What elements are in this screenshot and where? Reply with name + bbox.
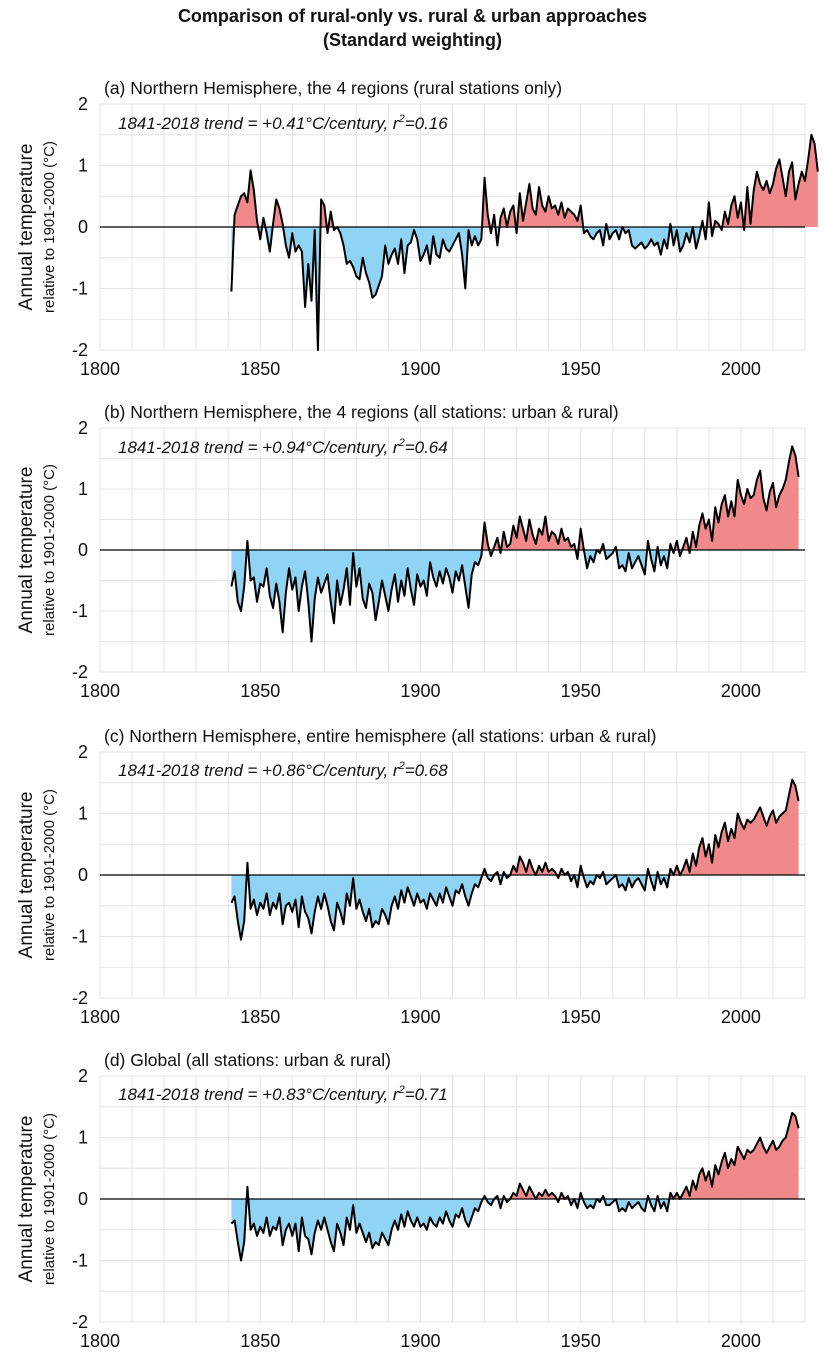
trend-annotation: 1841-2018 trend = +0.94°C/century, r2=0.… [118, 437, 448, 457]
panel-title: (c) Northern Hemisphere, entire hemisphe… [104, 726, 656, 746]
area-above-zero [744, 134, 818, 227]
y-tick-label: 1 [78, 156, 88, 176]
panel-title: (d) Global (all stations: urban & rural) [104, 1050, 391, 1070]
y-tick-label: -1 [72, 279, 88, 299]
y-tick-label: 1 [78, 479, 88, 499]
y-tick-label: 2 [78, 94, 88, 114]
y-tick-label: -2 [72, 988, 88, 1008]
panel-title: (b) Northern Hemisphere, the 4 regions (… [104, 402, 619, 422]
x-tick-label: 1950 [561, 681, 601, 701]
x-tick-label: 2000 [721, 359, 761, 379]
y-axis-title-line2: relative to 1901-2000 (°C) [41, 464, 58, 636]
x-tick-label: 1900 [400, 1331, 440, 1351]
y-tick-label: -2 [72, 1312, 88, 1332]
area-below-zero [283, 227, 321, 350]
y-tick-label: -2 [72, 662, 88, 682]
y-tick-label: 2 [78, 742, 88, 762]
y-tick-label: -2 [72, 340, 88, 360]
panel-title: (a) Northern Hemisphere, the 4 regions (… [104, 78, 562, 98]
trend-annotation: 1841-2018 trend = +0.83°C/century, r2=0.… [118, 1084, 448, 1104]
area-below-zero [248, 550, 482, 642]
x-tick-label: 2000 [721, 681, 761, 701]
x-tick-label: 1800 [80, 1331, 120, 1351]
x-tick-label: 1950 [561, 1007, 601, 1027]
y-tick-label: -1 [72, 601, 88, 621]
x-tick-label: 1900 [400, 1007, 440, 1027]
y-tick-label: 1 [78, 804, 88, 824]
temperature-series-line [230, 133, 819, 351]
area-below-zero [248, 1199, 483, 1255]
x-tick-label: 1850 [240, 359, 280, 379]
y-axis-title-line2: relative to 1901-2000 (°C) [41, 789, 58, 961]
y-tick-label: -1 [72, 927, 88, 947]
x-tick-label: 1850 [240, 1331, 280, 1351]
trend-annotation: 1841-2018 trend = +0.86°C/century, r2=0.… [118, 760, 448, 780]
y-axis-title-line1: Annual temperature [16, 1116, 37, 1283]
y-axis-title-line2: relative to 1901-2000 (°C) [41, 141, 58, 313]
x-tick-label: 1900 [400, 681, 440, 701]
x-tick-label: 1850 [240, 681, 280, 701]
area-below-zero [486, 1199, 495, 1206]
area-above-zero [722, 196, 744, 227]
area-below-zero [604, 550, 615, 560]
area-below-zero [248, 875, 483, 934]
y-tick-label: 0 [78, 217, 88, 237]
temperature-series-line [230, 1111, 800, 1262]
x-tick-label: 2000 [721, 1331, 761, 1351]
area-above-zero [669, 1112, 799, 1199]
y-tick-label: 1 [78, 1128, 88, 1148]
temperature-series-line [230, 445, 800, 643]
y-axis-title-line1: Annual temperature [16, 792, 37, 959]
trend-annotation: 1841-2018 trend = +0.41°C/century, r2=0.… [118, 113, 448, 133]
x-tick-label: 1950 [561, 359, 601, 379]
temperature-series-line [230, 778, 800, 941]
figure-title-line1: Comparison of rural-only vs. rural & urb… [177, 6, 648, 26]
y-tick-label: -1 [72, 1251, 88, 1271]
x-tick-label: 1800 [80, 1007, 120, 1027]
y-tick-label: 2 [78, 418, 88, 438]
area-above-zero [669, 779, 799, 875]
y-axis-title-line1: Annual temperature [16, 144, 37, 311]
area-above-zero [690, 446, 799, 550]
area-below-zero [622, 227, 671, 255]
y-axis-title-line2: relative to 1901-2000 (°C) [41, 1113, 58, 1285]
x-tick-label: 2000 [721, 1007, 761, 1027]
x-tick-label: 1800 [80, 681, 120, 701]
x-tick-label: 1950 [561, 1331, 601, 1351]
x-tick-label: 1900 [400, 359, 440, 379]
figure-title-line2: (Standard weighting) [323, 30, 502, 50]
y-tick-label: 0 [78, 1189, 88, 1209]
x-tick-label: 1800 [80, 359, 120, 379]
y-tick-label: 2 [78, 1066, 88, 1086]
area-above-zero [272, 199, 284, 227]
y-tick-label: 0 [78, 865, 88, 885]
y-tick-label: 0 [78, 540, 88, 560]
y-axis-title-line1: Annual temperature [16, 467, 37, 634]
x-tick-label: 1850 [240, 1007, 280, 1027]
